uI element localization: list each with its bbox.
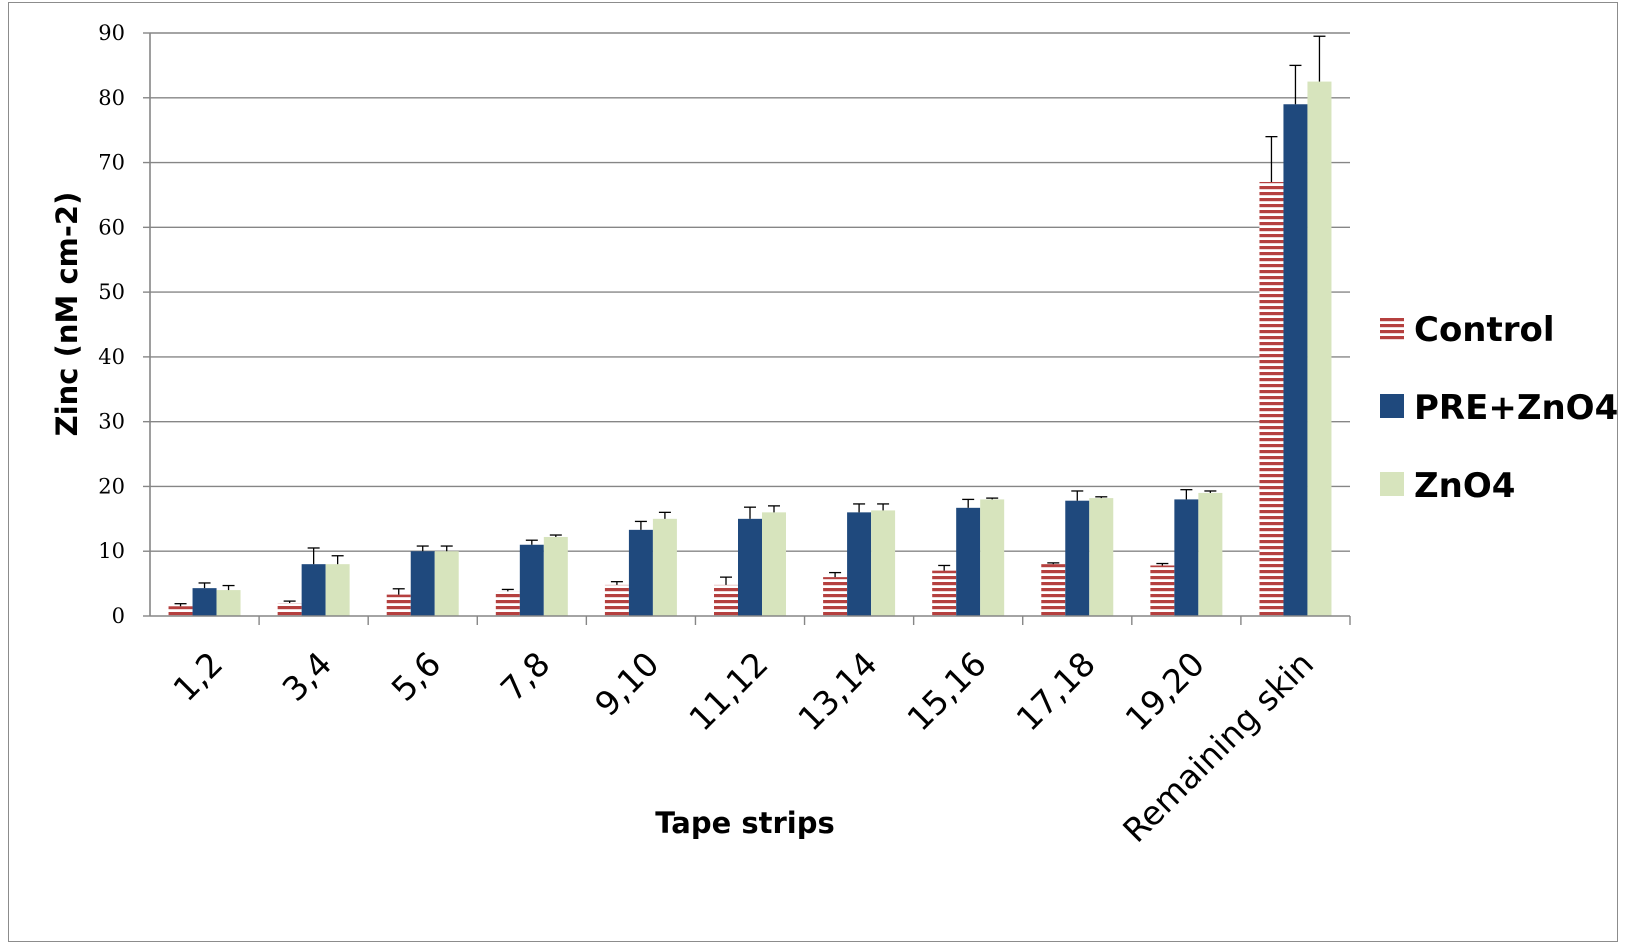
bar-zno4 [980, 499, 1005, 616]
x-tick-label: 17,18 [1009, 644, 1103, 738]
error-bars [174, 35, 1326, 607]
bar-control [386, 594, 411, 616]
gridlines [150, 32, 1350, 552]
chart-frame [8, 2, 1618, 942]
y-tick-label: 40 [98, 345, 125, 369]
bar-zno4 [652, 518, 677, 616]
bar-pre-zno4 [192, 588, 217, 616]
bar-control [1259, 181, 1284, 616]
bar-zno4 [871, 510, 896, 616]
bar-control [714, 584, 738, 616]
bar-control [277, 603, 302, 616]
x-tick-label: 3,4 [275, 644, 340, 709]
legend-swatch [1380, 472, 1404, 496]
bar-pre-zno4 [847, 512, 872, 616]
bar-control [495, 591, 520, 616]
bar-zno4 [325, 564, 350, 616]
bar-zno4 [1089, 498, 1114, 616]
bar-pre-zno4 [738, 518, 762, 616]
x-tick-label: 19,20 [1118, 644, 1212, 738]
bar-zno4 [1307, 81, 1332, 617]
bar-control [932, 570, 957, 616]
y-tick-label: 50 [98, 280, 125, 304]
bar-pre-zno4 [1174, 499, 1199, 616]
bar-pre-zno4 [1065, 500, 1090, 616]
x-tick-label: 9,10 [587, 644, 667, 724]
x-tick-label: 11,12 [681, 644, 775, 738]
bar-pre-zno4 [519, 544, 544, 616]
y-tick-label: 0 [112, 604, 125, 628]
y-tick-label: 30 [98, 410, 125, 434]
y-tick-label: 10 [98, 539, 125, 563]
x-tick-label: 15,16 [899, 644, 993, 738]
legend-label: ZnO4 [1414, 466, 1515, 506]
y-tick-label: 90 [98, 21, 125, 45]
bar-pre-zno4 [956, 507, 981, 616]
x-tick-label: 1,2 [166, 644, 231, 709]
bar-control [823, 577, 848, 616]
x-tick-label: 5,6 [384, 644, 449, 709]
bar-zno4 [543, 536, 568, 616]
bar-pre-zno4 [1283, 104, 1308, 616]
legend-label: PRE+ZnO4 [1414, 388, 1618, 428]
bar-zno4 [762, 512, 786, 616]
legend: Control PRE+ZnO4 ZnO4 [1380, 310, 1618, 506]
x-tick-label: Remaining skin [1115, 644, 1321, 850]
y-tick-label: 80 [98, 86, 125, 110]
axes [143, 32, 1351, 625]
bar-zno4 [216, 590, 241, 616]
x-tick-label: 7,8 [493, 644, 558, 709]
y-axis-label: Zinc (nM cm-2) [50, 192, 84, 437]
bar-pre-zno4 [410, 551, 435, 616]
bar-pre-zno4 [628, 529, 653, 616]
bar-control [168, 606, 193, 616]
legend-swatch [1380, 394, 1404, 418]
legend-label: Control [1414, 310, 1555, 350]
bar-control [1150, 565, 1175, 616]
bars [168, 81, 1332, 617]
bar-control [604, 584, 629, 616]
y-tick-label: 70 [98, 151, 125, 175]
bar-zno4 [1198, 492, 1223, 616]
y-axis-ticks: 0 10 20 30 40 50 60 70 80 90 [98, 21, 125, 628]
y-tick-label: 20 [98, 474, 125, 498]
bar-pre-zno4 [301, 564, 326, 616]
bar-zno4 [434, 551, 459, 616]
legend-swatch [1380, 316, 1404, 340]
bar-control [1041, 564, 1066, 616]
x-tick-label: 13,14 [790, 644, 884, 738]
x-axis-label: Tape strips [655, 806, 835, 840]
y-tick-label: 60 [98, 215, 125, 239]
